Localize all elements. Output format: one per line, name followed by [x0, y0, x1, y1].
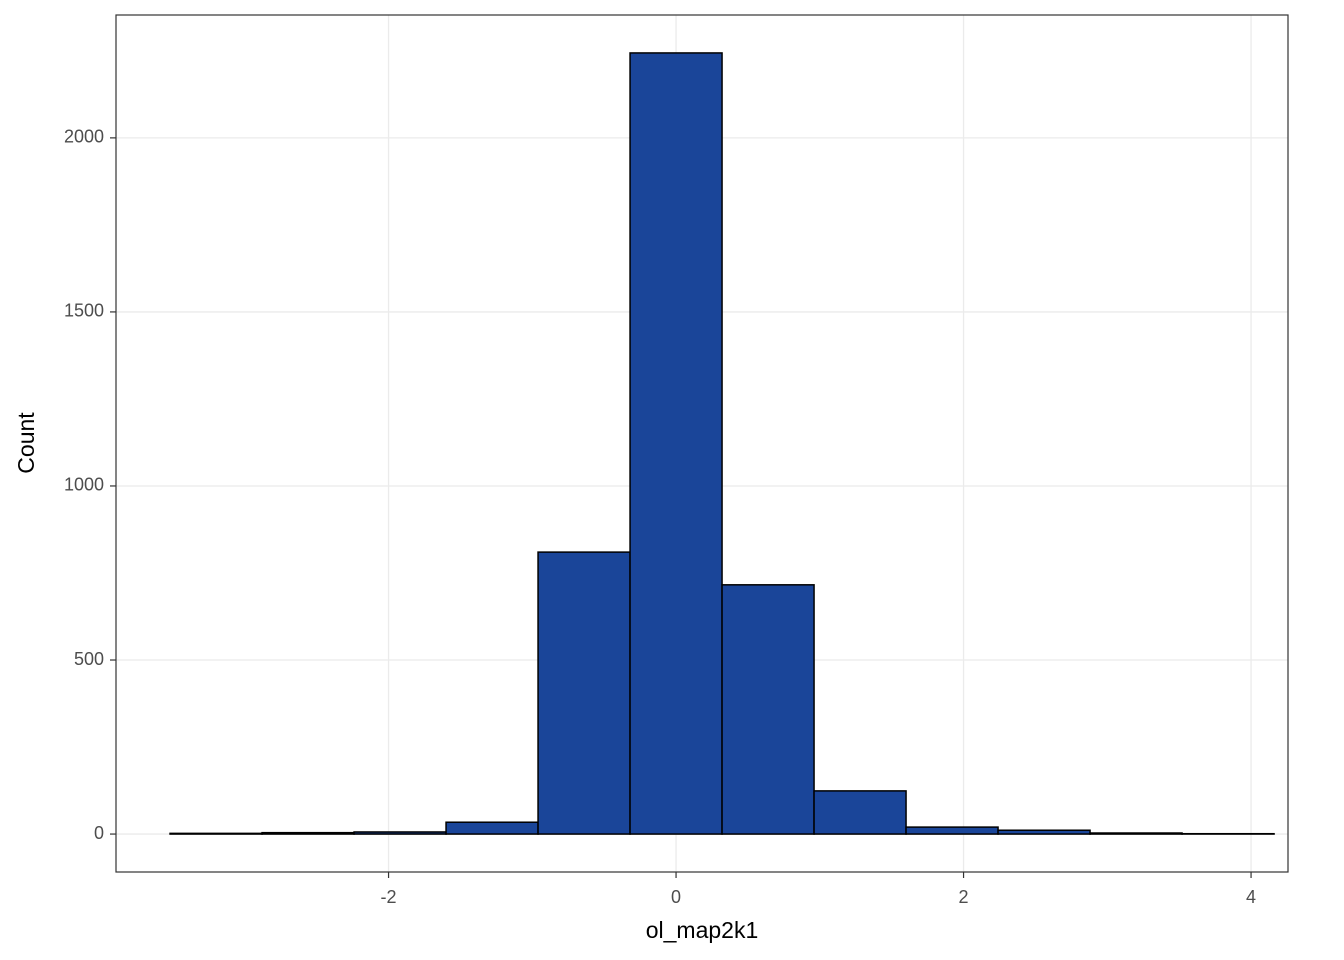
x-tick-label: 2: [959, 887, 969, 907]
bar: [1089, 832, 1183, 835]
x-tick-label: 0: [671, 887, 681, 907]
y-tick-label: 0: [94, 823, 104, 843]
bar: [537, 551, 631, 835]
bar: [169, 832, 263, 835]
x-tick-label: -2: [381, 887, 397, 907]
y-tick-label: 500: [74, 649, 104, 669]
panel-border: [115, 14, 1289, 873]
y-tick-label: 2000: [64, 127, 104, 147]
y-tick-label: 1500: [64, 301, 104, 321]
bar: [445, 821, 539, 835]
bar: [813, 790, 907, 835]
bars: [169, 52, 1275, 835]
axes: -2 0 2 4 0 500 1000 1500 2000: [64, 127, 1256, 907]
bar: [905, 826, 999, 835]
bar: [721, 584, 815, 835]
y-tick-label: 1000: [64, 475, 104, 495]
x-axis-title: ol_map2k1: [646, 917, 759, 943]
bar: [629, 52, 723, 835]
bar: [997, 829, 1091, 835]
bar: [353, 831, 447, 835]
x-tick-label: 4: [1246, 887, 1256, 907]
bar: [261, 831, 355, 835]
y-axis-title: Count: [13, 412, 39, 474]
